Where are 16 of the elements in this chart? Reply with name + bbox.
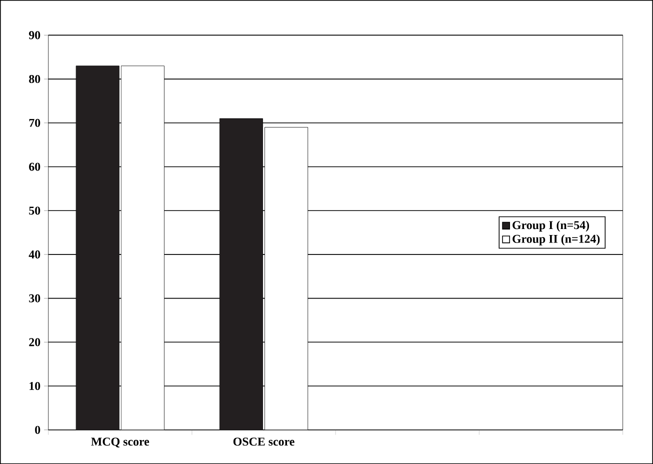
legend-label: Group II (n=124) (512, 234, 600, 246)
y-tick-label: 20 (29, 338, 40, 346)
bar (219, 118, 263, 430)
y-tick-label: 10 (30, 382, 40, 390)
y-tick-label: 70 (29, 118, 40, 127)
y-tick-label: 50 (29, 206, 40, 215)
x-tick-label: OSCE score (233, 438, 294, 446)
bar (76, 66, 120, 430)
y-tick-label: 80 (29, 74, 40, 83)
y-tick-label: 0 (35, 426, 40, 434)
x-tick-label: MCQ score (91, 438, 150, 448)
y-tick-label: 30 (29, 294, 40, 302)
y-tick-label: 60 (29, 162, 40, 171)
y-tick-label: 40 (28, 250, 40, 258)
y-tick-label: 90 (28, 31, 40, 40)
legend-label: Group I (n=54) (512, 220, 590, 232)
